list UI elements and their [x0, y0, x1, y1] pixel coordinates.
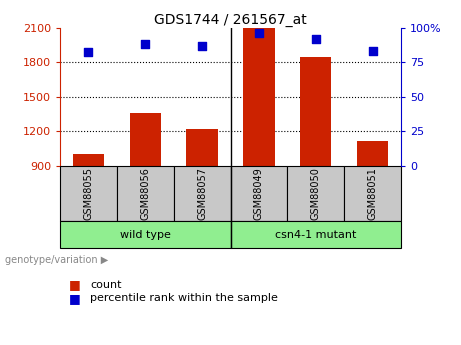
- Bar: [357, 141, 388, 166]
- Text: percentile rank within the sample: percentile rank within the sample: [90, 294, 278, 303]
- Text: ■: ■: [69, 278, 85, 291]
- Text: GSM88056: GSM88056: [140, 167, 150, 220]
- Bar: [130, 113, 161, 166]
- Text: GSM88055: GSM88055: [83, 167, 94, 220]
- Text: genotype/variation ▶: genotype/variation ▶: [5, 256, 108, 265]
- Point: [85, 50, 92, 55]
- Bar: [230, 166, 287, 221]
- Text: GSM88049: GSM88049: [254, 167, 264, 219]
- Bar: [243, 28, 275, 166]
- Text: count: count: [90, 280, 121, 289]
- Bar: [174, 166, 230, 221]
- Text: GSM88051: GSM88051: [367, 167, 378, 220]
- Bar: [344, 166, 401, 221]
- Bar: [186, 129, 218, 166]
- Text: wild type: wild type: [120, 230, 171, 239]
- Bar: [117, 166, 174, 221]
- Bar: [230, 221, 401, 248]
- Title: GDS1744 / 261567_at: GDS1744 / 261567_at: [154, 12, 307, 27]
- Text: GSM88057: GSM88057: [197, 167, 207, 220]
- Bar: [73, 154, 104, 166]
- Text: ■: ■: [69, 292, 85, 305]
- Bar: [287, 166, 344, 221]
- Bar: [300, 58, 331, 166]
- Text: GSM88050: GSM88050: [311, 167, 321, 220]
- Bar: [60, 221, 230, 248]
- Point: [312, 36, 319, 41]
- Point: [198, 43, 206, 48]
- Bar: [60, 166, 117, 221]
- Text: csn4-1 mutant: csn4-1 mutant: [275, 230, 356, 239]
- Point: [255, 30, 263, 36]
- Point: [369, 48, 376, 54]
- Point: [142, 41, 149, 47]
